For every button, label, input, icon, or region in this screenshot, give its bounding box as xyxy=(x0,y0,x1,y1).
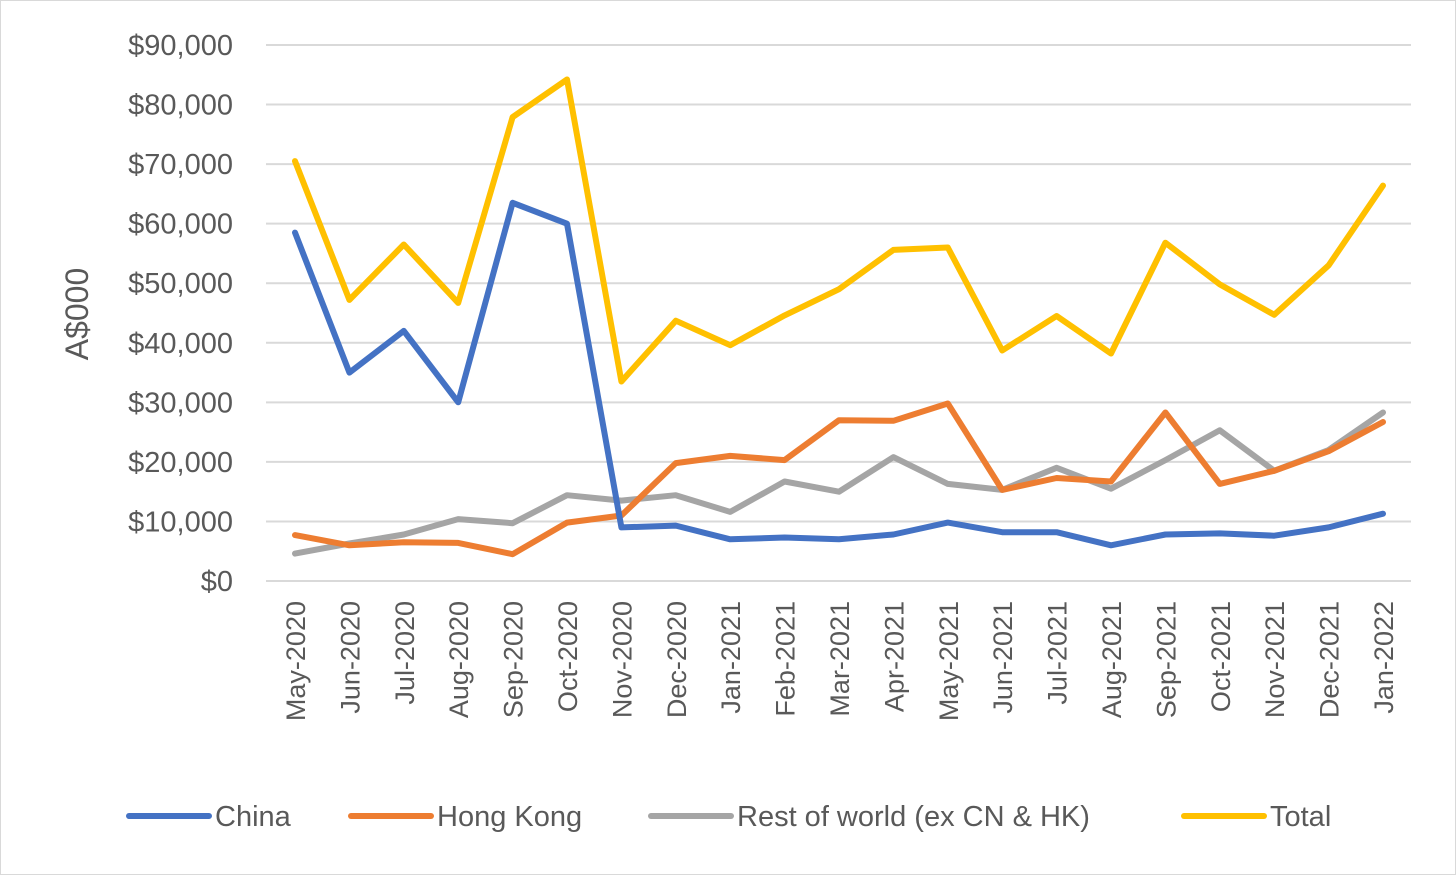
legend-label: Hong Kong xyxy=(437,801,582,833)
x-tick-label: Feb-2021 xyxy=(771,601,801,717)
x-tick-label: Aug-2021 xyxy=(1097,601,1127,718)
x-tick-label: Oct-2020 xyxy=(553,601,583,712)
y-tick-label: $60,000 xyxy=(128,209,233,241)
y-tick-label: $70,000 xyxy=(128,149,233,181)
y-tick-label: $20,000 xyxy=(128,447,233,479)
legend-label: Total xyxy=(1270,801,1331,833)
x-tick-label: Sep-2020 xyxy=(499,601,529,718)
x-tick-label: Apr-2021 xyxy=(879,601,909,712)
x-tick-label: Aug-2020 xyxy=(444,601,474,718)
x-tick-label: Oct-2021 xyxy=(1206,601,1236,712)
x-tick-label: Nov-2021 xyxy=(1260,601,1290,718)
series-line-total xyxy=(292,76,1386,385)
y-tick-label: $50,000 xyxy=(128,268,233,300)
legend-label: China xyxy=(215,801,292,833)
x-tick-label: May-2021 xyxy=(934,601,964,721)
x-tick-label: Sep-2021 xyxy=(1151,601,1181,718)
x-tick-label: Jun-2021 xyxy=(988,601,1018,714)
y-axis-ticks: $0 $10,000 $20,000 $30,000 $40,000 $50,000 $60… xyxy=(128,30,233,598)
legend-item: Total xyxy=(1181,801,1331,833)
x-tick-label: Mar-2021 xyxy=(825,601,855,717)
x-tick-label: Jun-2020 xyxy=(335,601,365,714)
x-axis-ticks: May-2020 Jun-2020 Jul-2020 Aug-2020 Sep-2020… xyxy=(281,601,1399,721)
legend-item: Rest of world (ex CN & HK) xyxy=(648,801,1090,833)
y-tick-label: $40,000 xyxy=(128,328,233,360)
legend-item: Hong Kong xyxy=(348,801,582,833)
x-tick-label: Nov-2020 xyxy=(607,601,637,718)
legend-label: Rest of world (ex CN & HK) xyxy=(737,801,1090,833)
x-tick-label: Dec-2021 xyxy=(1315,601,1345,718)
y-tick-label: $80,000 xyxy=(128,90,233,122)
gridlines xyxy=(266,44,1411,582)
legend: China Hong Kong Rest of world (ex CN & HK)… xyxy=(126,801,1331,833)
y-tick-label: $90,000 xyxy=(128,30,233,62)
x-tick-label: Jul-2020 xyxy=(390,601,420,705)
x-tick-label: Jul-2021 xyxy=(1043,601,1073,705)
series-line-hong-kong xyxy=(292,400,1386,558)
x-tick-label: Dec-2020 xyxy=(662,601,692,718)
series-line-china xyxy=(292,199,1386,549)
y-tick-label: $0 xyxy=(201,566,233,598)
x-tick-label: May-2020 xyxy=(281,601,311,721)
y-tick-label: $10,000 xyxy=(128,506,233,538)
x-tick-label: Jan-2022 xyxy=(1369,601,1399,714)
series-line-rest-of-world-ex-cn-hk xyxy=(292,409,1386,557)
legend-item: China xyxy=(126,801,292,833)
y-tick-label: $30,000 xyxy=(128,387,233,419)
y-axis-label: A$000 xyxy=(59,268,95,361)
series-lines xyxy=(292,76,1386,558)
x-tick-label: Jan-2021 xyxy=(716,601,746,714)
